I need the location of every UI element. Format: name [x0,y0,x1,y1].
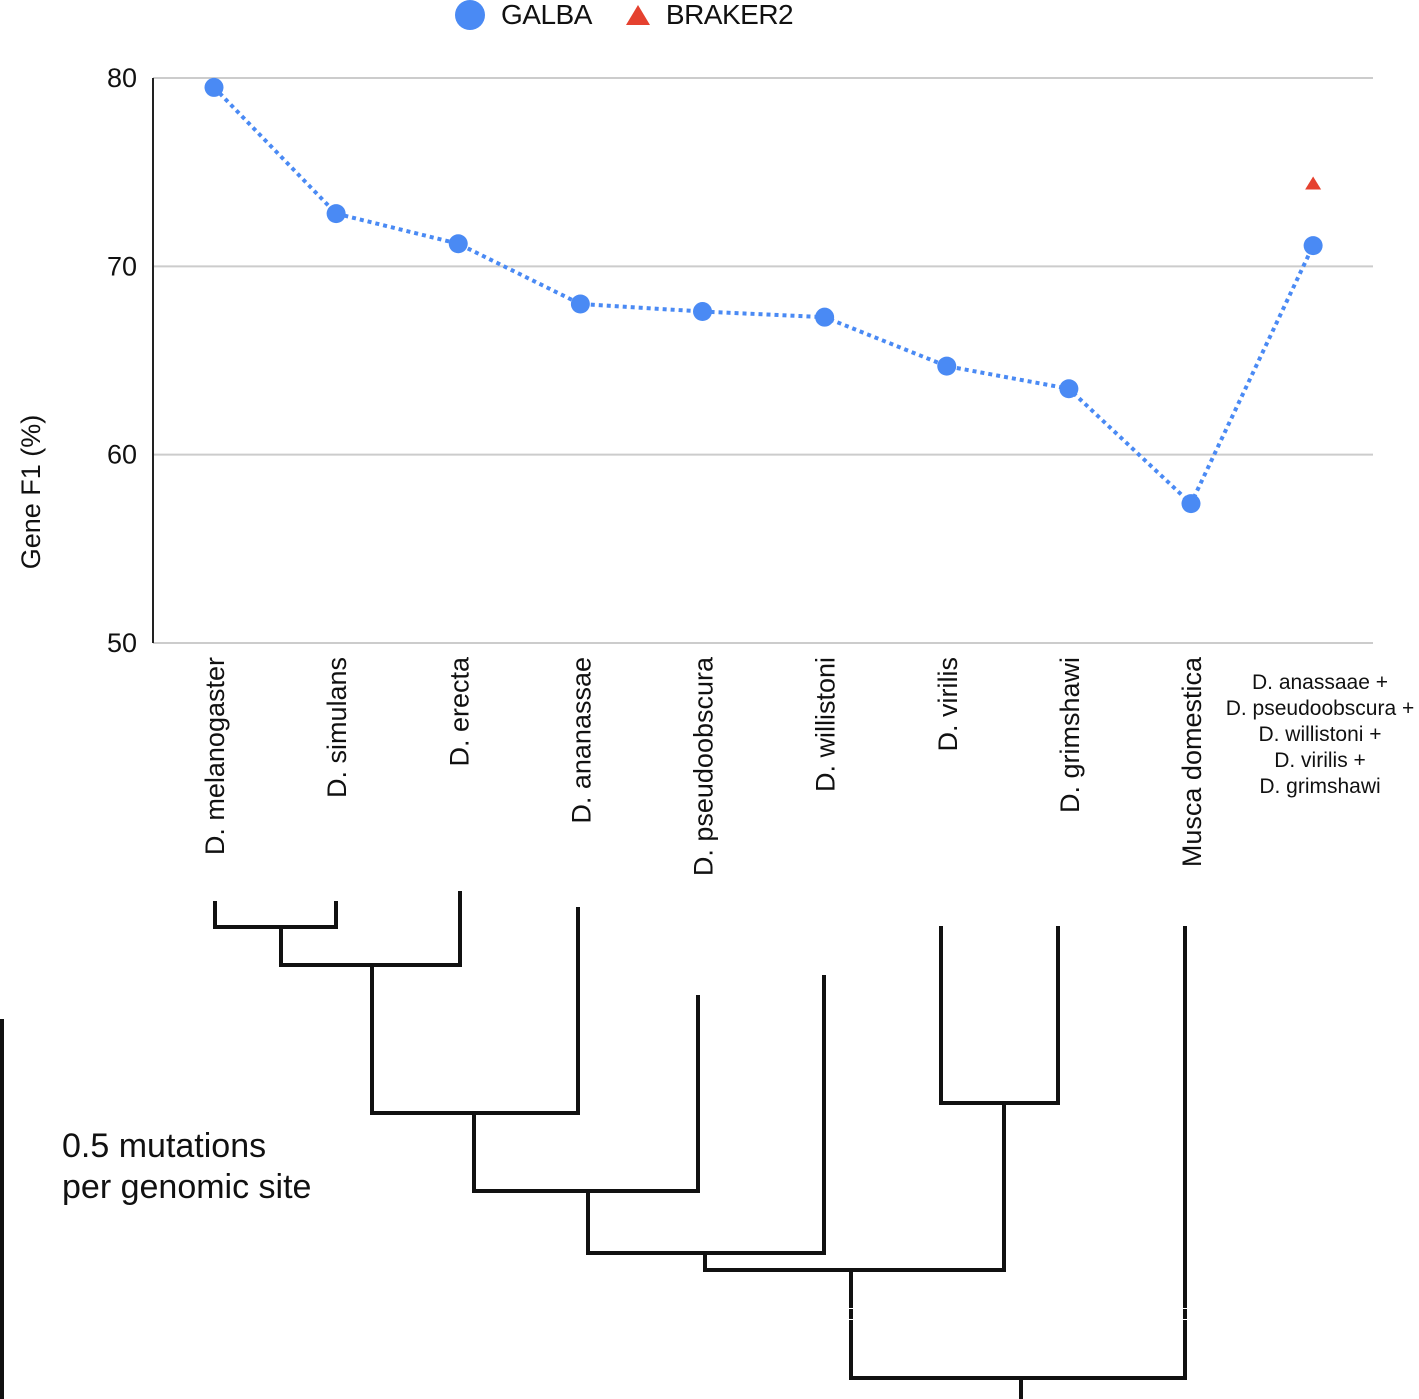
y-tick-label: 60 [107,440,137,470]
legend-label-galba: GALBA [501,0,592,30]
x-tick-label: D. grimshawi [1055,657,1085,813]
x-tick-labels: D. melanogaster D. simulans D. erecta D. an… [200,656,1207,876]
data-point-galba [1059,379,1079,399]
tree-branch [586,975,826,1255]
data-point-galba [204,77,224,97]
data-point-galba [570,294,590,314]
tree-branch [849,926,1187,1380]
x-tick-label-combined: D. anassaae + D. pseudoobscura + D. will… [1209,670,1419,800]
triangle-marker-icon [625,5,650,25]
x-tick-label: D. erecta [444,656,474,767]
series-line-galba [212,86,1315,507]
combined-label-line: D. virilis + [1274,749,1366,772]
tree-branch [213,901,338,929]
legend: GALBA BRAKER2 [455,0,827,30]
combined-label-line: D. pseudoobscura + [1225,697,1415,720]
legend-label-braker2: BRAKER2 [665,0,794,30]
tree-branch [703,1101,1006,1272]
data-markers [204,77,1323,514]
y-tick-label: 80 [107,63,137,93]
y-tick-label: 50 [107,628,137,658]
circle-marker-icon [455,0,485,30]
gridlines [153,77,1373,644]
combined-label-line: D. anassaae + [1251,671,1388,694]
x-tick-label: D. willistoni [811,657,841,792]
tree-branch [472,995,700,1193]
data-point-galba [1181,494,1201,514]
data-point-galba [815,307,835,327]
y-tick-label: 70 [107,251,137,281]
legend-item-braker2: BRAKER2 [625,0,794,31]
x-tick-label: D. simulans [322,657,352,798]
data-point-galba [937,356,957,376]
x-tick-label: D. ananassae [566,657,596,824]
data-point-galba [693,302,712,322]
data-point-galba [1303,236,1323,256]
galba-series-line [212,86,1315,507]
y-tick-labels: 50 60 70 80 [107,63,137,658]
tree-branch [939,926,1060,1105]
legend-item-galba: GALBA [455,0,592,31]
x-tick-label: D. melanogaster [200,657,230,855]
data-point-galba [448,234,468,254]
tree-break-mark [849,1309,1187,1319]
data-point-galba [326,204,346,224]
scale-bar-label: 0.5 mutations per genomic site [62,1127,312,1206]
x-tick-label: D. pseudoobscura [689,656,719,876]
x-tick-label: Musca domestica [1177,656,1207,867]
combined-label-line: D. grimshawi [1259,775,1381,798]
phylogenetic-tree [0,891,1187,1399]
y-axis-label: Gene F1 (%) [16,415,46,570]
combined-label-line: D. willistoni + [1258,723,1382,746]
data-point-braker2 [1305,176,1322,190]
x-tick-label: D. virilis [933,657,963,752]
tree-branch [370,907,580,1115]
